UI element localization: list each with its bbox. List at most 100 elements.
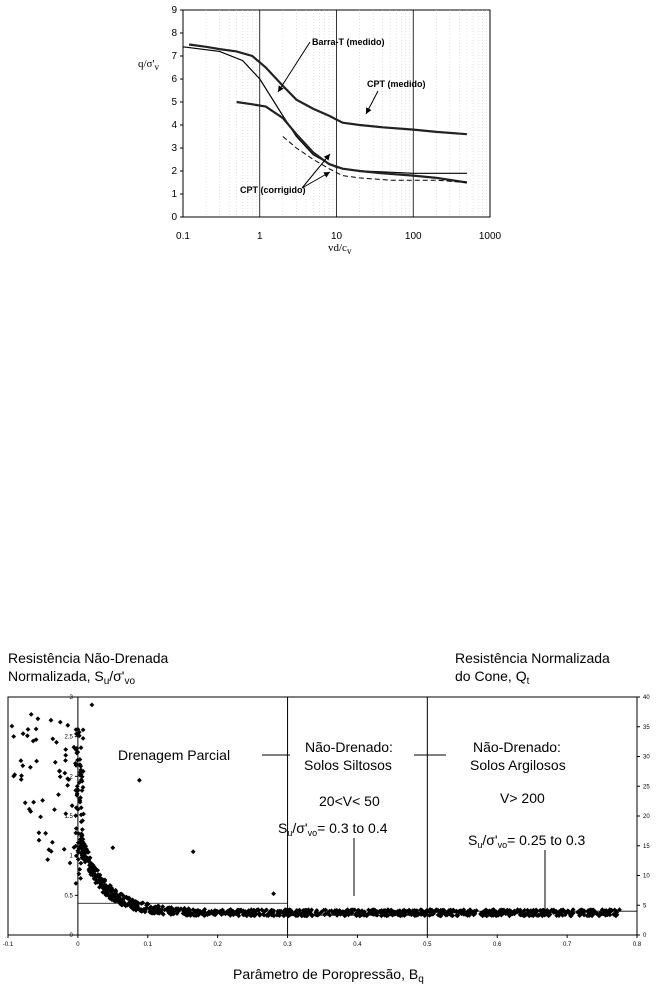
- data-point: [591, 911, 597, 917]
- data-point: [528, 912, 534, 918]
- data-point: [76, 871, 82, 877]
- x-tick-label: 0.1: [176, 231, 190, 242]
- data-point: [28, 809, 34, 814]
- data-point: [126, 896, 132, 902]
- data-point: [286, 913, 291, 919]
- data-point: [346, 912, 351, 918]
- region-siltosos-velocity: 20<V< 50: [319, 793, 380, 809]
- data-point: [614, 909, 619, 914]
- data-point: [465, 913, 470, 918]
- data-point: [457, 909, 463, 915]
- bottom-chart-points: [9, 702, 622, 919]
- data-point: [88, 868, 94, 874]
- data-point: [75, 840, 81, 846]
- data-point: [343, 909, 348, 914]
- data-point: [80, 839, 86, 845]
- data-point: [421, 909, 427, 915]
- data-point: [52, 759, 58, 765]
- data-point: [164, 906, 169, 912]
- data-point: [87, 855, 93, 861]
- data-point: [50, 839, 55, 845]
- data-point: [80, 784, 86, 790]
- data-point: [79, 774, 85, 780]
- data-point: [465, 909, 471, 914]
- data-point: [77, 762, 83, 767]
- data-point: [66, 777, 72, 782]
- data-point: [81, 844, 86, 850]
- data-point: [256, 911, 261, 917]
- data-point: [497, 907, 503, 913]
- data-point: [384, 913, 390, 919]
- region-siltosos-line1: Não-Drenado:: [305, 739, 393, 755]
- data-point: [11, 773, 17, 779]
- data-point: [269, 912, 275, 918]
- y-right-tick-label: 40: [643, 695, 650, 701]
- x-tick-label: 0.8: [633, 942, 642, 948]
- data-point: [218, 911, 223, 916]
- data-point: [76, 831, 82, 836]
- data-point: [333, 910, 338, 916]
- left-title-line1: Resistência Não-Drenada: [8, 650, 169, 666]
- top-chart-gridlines: [205, 10, 487, 217]
- ratio-argilosos: Su/σ'vo= 0.25 to 0.3: [468, 832, 586, 850]
- data-point: [517, 912, 523, 918]
- data-point: [75, 857, 81, 862]
- series-line-3: [282, 136, 467, 183]
- data-point: [245, 912, 250, 918]
- data-point: [315, 912, 320, 918]
- data-point: [45, 857, 51, 862]
- data-point: [78, 805, 84, 811]
- data-point: [36, 837, 42, 843]
- right-title-line2: do Cone, Qt: [455, 668, 530, 687]
- x-tick-label: 1000: [479, 231, 502, 242]
- data-point: [114, 892, 120, 898]
- data-point: [354, 910, 359, 916]
- data-point: [424, 910, 429, 915]
- data-point: [277, 913, 282, 918]
- data-point: [556, 909, 562, 914]
- data-point: [607, 909, 613, 915]
- data-point: [448, 912, 454, 918]
- y-tick-label: 0: [171, 212, 177, 223]
- data-point: [123, 903, 128, 909]
- data-point: [418, 911, 424, 917]
- data-point: [261, 912, 267, 918]
- data-point: [74, 746, 80, 751]
- data-point: [118, 891, 123, 897]
- data-point: [102, 878, 108, 884]
- data-point: [73, 813, 79, 818]
- data-point: [294, 908, 300, 914]
- data-point: [536, 912, 542, 918]
- data-point: [454, 913, 459, 918]
- top-x-axis-label: vd/cv: [328, 242, 352, 256]
- data-point: [489, 907, 495, 913]
- x-tick-label: 0.3: [283, 942, 292, 948]
- top-chart-y-ticks: 0 1 2 3 4 5 6 7 8 9: [171, 5, 183, 223]
- data-point: [607, 912, 613, 918]
- data-point: [305, 908, 311, 914]
- data-point: [110, 845, 116, 851]
- data-point: [63, 747, 69, 752]
- data-point: [319, 909, 324, 915]
- data-point: [180, 911, 186, 916]
- data-point: [61, 846, 67, 852]
- data-point: [75, 726, 81, 732]
- data-point: [193, 908, 198, 914]
- data-point: [493, 912, 499, 918]
- data-point: [95, 872, 101, 878]
- y-right-tick-label: 25: [643, 784, 650, 790]
- data-point: [332, 908, 338, 913]
- data-point: [587, 907, 593, 913]
- data-point: [490, 913, 496, 918]
- data-point: [78, 763, 84, 769]
- data-point: [147, 909, 153, 915]
- data-point: [395, 908, 401, 914]
- data-point: [271, 891, 276, 897]
- data-point: [395, 912, 401, 917]
- data-point: [71, 744, 77, 750]
- data-point: [82, 850, 88, 856]
- data-point: [79, 853, 85, 858]
- data-point: [560, 907, 566, 913]
- y-tick-label: 2: [171, 166, 177, 177]
- data-point: [342, 913, 348, 919]
